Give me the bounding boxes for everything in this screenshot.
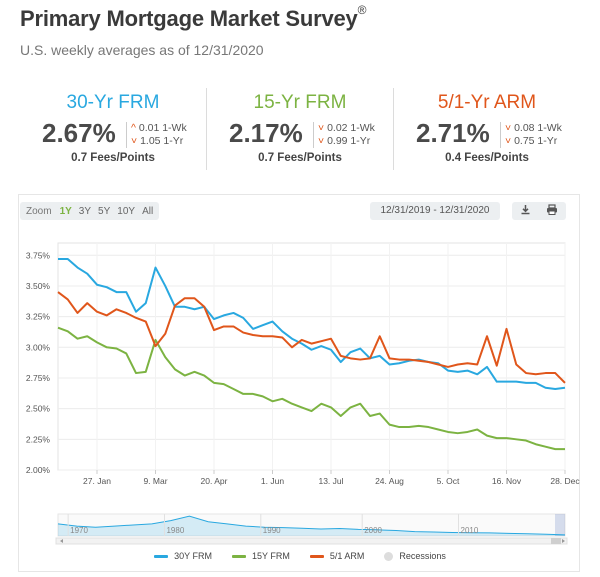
up-arrow-icon: ^ xyxy=(131,122,136,134)
date-range-input[interactable]: 12/31/2019 - 12/31/2020 xyxy=(370,202,500,220)
rate-cards: 30-Yr FRM 2.67% ^ 0.01 1-Wk ˅ 1.05 1-Yr … xyxy=(20,88,580,170)
zoom-label: Zoom xyxy=(26,205,52,217)
card-title: 5/1-Yr ARM xyxy=(437,92,537,113)
card-fees: 0.7 Fees/Points xyxy=(71,152,155,164)
down-arrow-icon: ˅ xyxy=(505,122,512,134)
legend-swatch xyxy=(231,554,246,558)
page-title: Primary Mortgage Market Survey® xyxy=(20,2,367,31)
page-subtitle: U.S. weekly averages as of 12/31/2020 xyxy=(20,42,264,58)
legend-swatch xyxy=(309,554,324,558)
card-rate: 2.17% xyxy=(229,118,303,148)
download-icon[interactable] xyxy=(520,202,531,220)
zoom-5y-button[interactable]: 5Y xyxy=(98,205,111,217)
zoom-3y-button[interactable]: 3Y xyxy=(78,205,92,217)
zoom-10y-button[interactable]: 10Y xyxy=(117,205,136,217)
zoom-all-button[interactable]: All xyxy=(142,205,154,217)
chart-legend: 30Y FRM 15Y FRM 5/1 ARM Recessions xyxy=(0,551,600,561)
card-changes: ˅ 0.08 1-Wk ˅ 0.75 1-Yr xyxy=(500,122,562,148)
legend-item-30y[interactable]: 30Y FRM xyxy=(154,551,212,561)
rate-card-15yr: 15-Yr FRM 2.17% ˅ 0.02 1-Wk ˅ 0.99 1-Yr … xyxy=(206,88,393,170)
down-arrow-icon: ˅ xyxy=(318,122,325,134)
zoom-1y-button[interactable]: 1Y xyxy=(59,205,72,217)
down-arrow-icon: ˅ xyxy=(505,135,512,147)
card-changes: ^ 0.01 1-Wk ˅ 1.05 1-Yr xyxy=(126,122,187,148)
registered-mark: ® xyxy=(357,2,367,17)
down-arrow-icon: ˅ xyxy=(318,135,325,147)
legend-item-recessions[interactable]: Recessions xyxy=(384,551,446,561)
print-icon[interactable] xyxy=(546,202,558,220)
card-rate: 2.71% xyxy=(416,118,490,148)
zoom-selector: Zoom 1Y 3Y 5Y 10Y All xyxy=(20,202,160,220)
card-fees: 0.4 Fees/Points xyxy=(445,152,529,164)
card-title: 15-Yr FRM xyxy=(253,92,347,113)
legend-swatch xyxy=(384,551,394,561)
card-changes: ˅ 0.02 1-Wk ˅ 0.99 1-Yr xyxy=(313,122,375,148)
legend-swatch xyxy=(154,554,169,558)
chart-panel xyxy=(18,194,580,572)
down-arrow-icon: ˅ xyxy=(131,135,138,147)
legend-item-arm[interactable]: 5/1 ARM xyxy=(309,551,364,561)
card-title: 30-Yr FRM xyxy=(66,92,160,113)
legend-item-15y[interactable]: 15Y FRM xyxy=(231,551,290,561)
rate-card-arm: 5/1-Yr ARM 2.71% ˅ 0.08 1-Wk ˅ 0.75 1-Yr… xyxy=(393,88,580,170)
chart-tools xyxy=(512,202,566,220)
rate-card-30yr: 30-Yr FRM 2.67% ^ 0.01 1-Wk ˅ 1.05 1-Yr … xyxy=(20,88,206,170)
card-rate: 2.67% xyxy=(42,118,116,148)
card-fees: 0.7 Fees/Points xyxy=(258,152,342,164)
